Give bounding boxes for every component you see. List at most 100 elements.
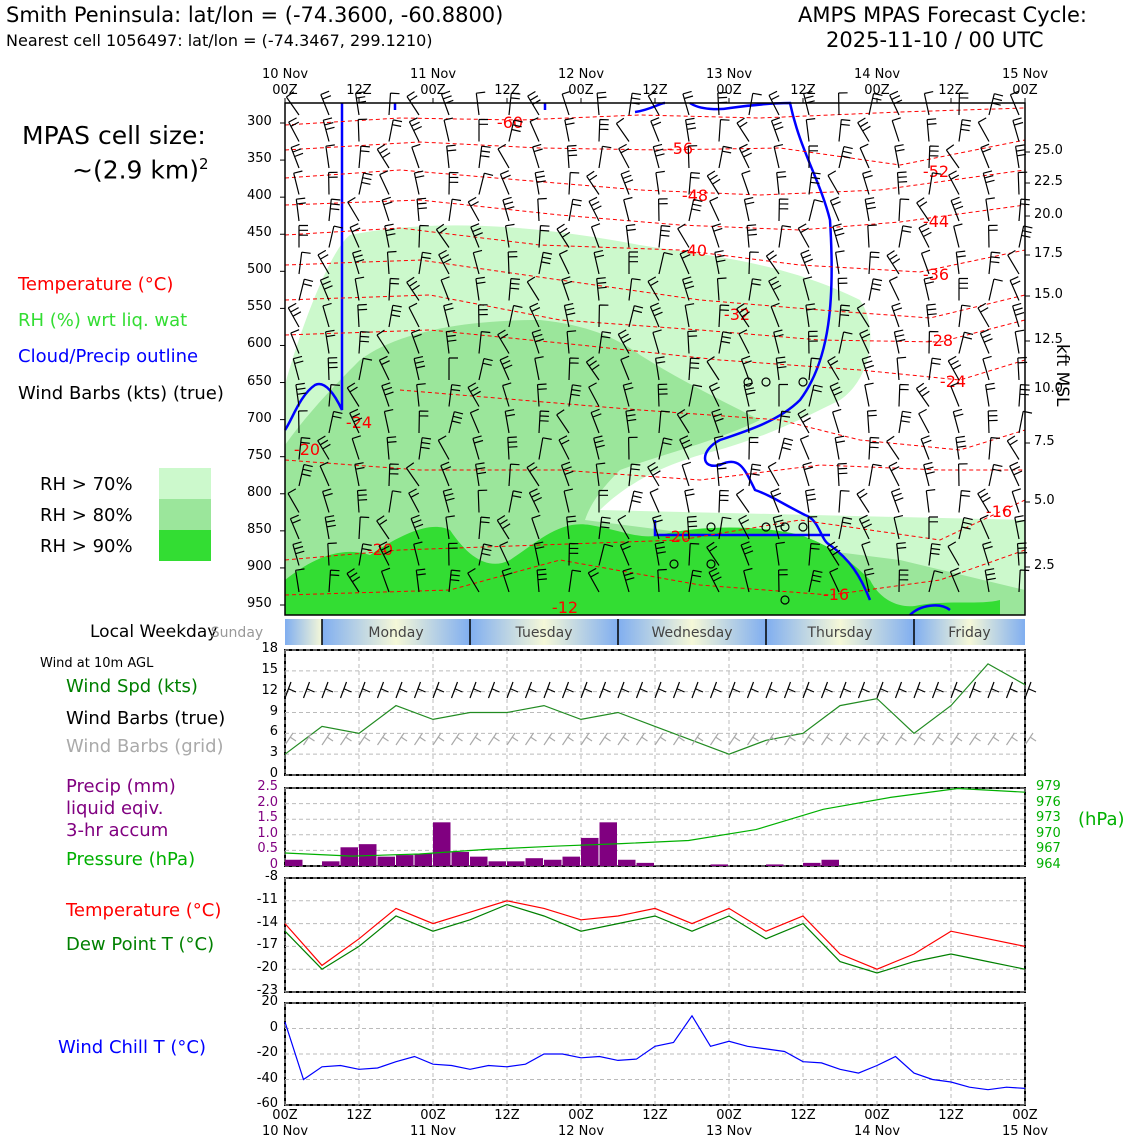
wind-barb xyxy=(977,302,990,328)
wind-barb xyxy=(958,92,969,116)
wind-barb xyxy=(499,170,511,195)
grid-wind-barb xyxy=(895,732,907,746)
wind-barb xyxy=(445,515,455,540)
wind-barb xyxy=(442,488,455,513)
precip-bar xyxy=(766,864,784,866)
grid-wind-barb xyxy=(858,732,870,746)
kft-tick-label: 15.0 xyxy=(1034,287,1063,302)
wind-barb xyxy=(405,462,420,487)
wind-barb xyxy=(741,170,751,195)
grid-wind-barb xyxy=(821,732,833,746)
wind-barb xyxy=(770,488,782,513)
grid-wind-barb xyxy=(414,732,426,746)
surface-wind-barb xyxy=(820,681,833,699)
wind-barb xyxy=(1012,302,1025,328)
wind-barb xyxy=(538,225,550,248)
wind-barb xyxy=(355,91,367,116)
wind-barb xyxy=(647,90,660,116)
wind-barb xyxy=(958,463,968,487)
surface-wind-barb xyxy=(765,681,778,699)
wind-barb xyxy=(560,461,574,487)
wind-barb xyxy=(898,225,912,248)
grid-wind-barb xyxy=(432,732,445,746)
precip-bar xyxy=(322,861,340,866)
wind-barb xyxy=(508,119,523,142)
windchill-panel-ytick: 0 xyxy=(269,1019,278,1035)
wind-barb xyxy=(868,436,880,460)
wind-barb xyxy=(418,437,432,460)
kft-tick-label: 10.0 xyxy=(1034,381,1063,396)
wind-barb xyxy=(682,276,695,301)
wind-barb xyxy=(289,514,301,540)
wind-barb xyxy=(617,329,632,354)
wind-barb xyxy=(658,225,671,248)
wind-barb xyxy=(1016,542,1028,566)
wind-barb xyxy=(808,543,820,566)
wind-barb xyxy=(714,250,726,275)
wind-barb xyxy=(953,223,963,248)
precip-panel-ytick: 0 xyxy=(269,857,278,872)
wind-barb xyxy=(408,117,422,142)
wind-barb xyxy=(443,117,454,142)
wind-barb xyxy=(949,567,961,593)
top-date-label: 11 Nov xyxy=(409,67,457,82)
wind-barb xyxy=(894,144,905,169)
wind-barb xyxy=(508,278,520,301)
wind-barb xyxy=(838,331,853,354)
surface-wind-barb xyxy=(339,681,352,699)
wind-barb xyxy=(448,384,461,407)
wind-barb xyxy=(718,516,732,540)
wind-barb xyxy=(590,408,602,434)
wind-barb xyxy=(526,462,540,487)
wind-barb xyxy=(411,143,421,169)
wind-barb xyxy=(778,225,792,248)
wind-barb xyxy=(440,276,450,301)
wind-barb xyxy=(467,196,480,222)
surface-wind-barb xyxy=(783,681,796,699)
wind-barb xyxy=(835,250,845,275)
temperature-label: Temperature (°C) xyxy=(66,900,222,921)
bottom-hour-label: 12Z xyxy=(938,1108,964,1123)
pressure-tick-label: 700 xyxy=(247,410,272,426)
weekday-name: Thursday xyxy=(806,625,872,641)
precip-bar xyxy=(544,859,562,866)
wind-barb xyxy=(718,304,730,328)
top-date-label: 13 Nov xyxy=(705,67,753,82)
wind-barb xyxy=(328,171,338,195)
weekday-name: Tuesday xyxy=(515,625,573,641)
wind-barb xyxy=(988,251,1001,275)
precip-bar xyxy=(562,856,580,866)
wind-barb xyxy=(776,171,787,195)
surface-wind-barb xyxy=(617,681,630,699)
wind-barb xyxy=(477,489,488,513)
wind-barb xyxy=(918,223,932,248)
precip-label-1: Precip (mm) xyxy=(66,776,176,797)
wind-panel-ytick: 3 xyxy=(269,745,278,761)
wind-barb xyxy=(920,435,932,460)
wind-barb xyxy=(504,409,516,434)
wind-barb xyxy=(534,170,546,195)
wind-panel-ytick: 6 xyxy=(269,724,278,740)
wind-barb xyxy=(743,382,756,407)
wind-barb xyxy=(328,410,343,434)
wind-barb xyxy=(688,357,700,381)
wind-barbs-true-label: Wind Barbs (true) xyxy=(66,708,226,729)
wind-barb xyxy=(322,488,333,513)
wind-barb xyxy=(896,542,907,566)
wind-barb xyxy=(716,277,727,301)
grid-wind-barb xyxy=(340,732,352,746)
wind-barb xyxy=(587,567,600,593)
top-hour-label: 00Z xyxy=(1012,83,1038,98)
wind-barb xyxy=(556,409,570,434)
wind-barb xyxy=(1012,117,1024,142)
grid-wind-barb xyxy=(932,732,944,746)
bottom-hour-label: 12Z xyxy=(346,1108,372,1123)
forecast-cycle: 2025-11-10 / 00 UTC xyxy=(826,28,1044,52)
wind-barb xyxy=(478,172,494,195)
grid-wind-barb xyxy=(377,732,389,746)
surface-wind-barb xyxy=(802,681,815,699)
wind-barb xyxy=(438,249,452,275)
wind-barb xyxy=(346,382,360,407)
wind-barb xyxy=(529,302,541,328)
